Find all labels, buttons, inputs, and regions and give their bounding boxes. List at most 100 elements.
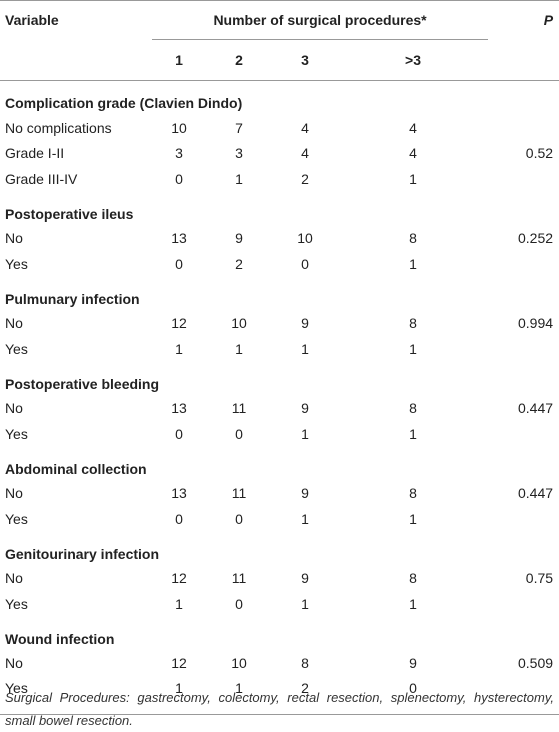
cell-value: 4 — [409, 119, 417, 136]
cell-value: 12 — [171, 655, 187, 672]
section-row: Postoperative ileus — [0, 192, 559, 226]
cell-value: 3 — [175, 145, 183, 162]
row-label: No — [5, 655, 23, 672]
data-row: Grade I-II 3 3 4 4 0.52 — [0, 141, 559, 167]
cell-value: 11 — [231, 400, 247, 417]
row-label: Grade III-IV — [5, 170, 78, 187]
cell-value: 9 — [301, 570, 309, 587]
section-title: Pulmunary infection — [5, 290, 140, 307]
cell-value: 2 — [235, 255, 243, 272]
cell-value: 8 — [409, 315, 417, 332]
section-row: Pulmunary infection — [0, 277, 559, 311]
cell-value: 1 — [409, 595, 417, 612]
results-table: Variable Number of surgical procedures* … — [0, 0, 559, 715]
data-row: Yes 0 2 0 1 — [0, 251, 559, 277]
section-title: Abdominal collection — [5, 460, 147, 477]
table-body: Complication grade (Clavien Dindo) No com… — [0, 81, 559, 715]
cell-value: 1 — [301, 425, 309, 442]
row-label: No — [5, 230, 23, 247]
data-row: Grade III-IV 0 1 2 1 — [0, 166, 559, 192]
row-label: No — [5, 570, 23, 587]
p-header: P — [543, 12, 554, 29]
cell-value: 0 — [175, 255, 183, 272]
row-label: Yes — [0, 676, 152, 715]
section-row: Abdominal collection — [0, 447, 559, 481]
section-row: Genitourinary infection — [0, 532, 559, 566]
cell-value: 8 — [409, 230, 417, 247]
cell-value: 8 — [409, 485, 417, 502]
subcolumn-header: 2 — [235, 52, 243, 68]
cell-value: 0 — [235, 595, 243, 612]
cell-value: 8 — [409, 570, 417, 587]
section-title: Postoperative bleeding — [5, 375, 160, 392]
data-row: Yes 0 0 1 1 — [0, 421, 559, 447]
cell-value: 9 — [235, 230, 243, 247]
cell-value: 11 — [231, 570, 247, 587]
section-title: Genitourinary infection — [5, 545, 160, 562]
cell-value: 1 — [409, 425, 417, 442]
cell-value: 10 — [231, 315, 247, 332]
section-row: Postoperative bleeding — [0, 362, 559, 396]
cell-value: 11 — [231, 485, 247, 502]
cell-value: 0 — [235, 510, 243, 527]
cell-value: 12 — [171, 315, 187, 332]
cell-value: 1 — [235, 170, 243, 187]
cell-value: 1 — [152, 676, 206, 715]
blank — [488, 336, 559, 362]
cell-value: 9 — [301, 485, 309, 502]
data-row: No 13 11 9 8 0.447 — [0, 481, 559, 507]
cell-value: 3 — [235, 145, 243, 162]
cell-value: 1 — [175, 595, 183, 612]
data-row: Yes 1 1 2 0 — [0, 676, 559, 715]
cell-value: 1 — [409, 510, 417, 527]
blank — [488, 251, 559, 277]
cell-value: 7 — [235, 119, 243, 136]
cell-value: 0 — [175, 170, 183, 187]
cell-value: 1 — [301, 510, 309, 527]
cell-value: 2 — [301, 170, 309, 187]
p-value: 0.509 — [518, 655, 554, 672]
subcolumn-header: 3 — [301, 52, 309, 68]
footnote: Surgical Procedures: gastrectomy, colect… — [5, 690, 554, 728]
row-label: Yes — [5, 425, 28, 442]
subcolumn-header: >3 — [405, 52, 421, 68]
row-label: Yes — [5, 510, 28, 527]
blank — [488, 421, 559, 447]
cell-value: 0 — [301, 255, 309, 272]
data-row: Yes 1 0 1 1 — [0, 591, 559, 617]
row-label: No — [5, 315, 23, 332]
header-row: Variable Number of surgical procedures* … — [0, 0, 559, 40]
p-value: 0.252 — [518, 230, 554, 247]
cell-value: 10 — [231, 655, 247, 672]
data-row: No complications 10 7 4 4 — [0, 115, 559, 141]
data-row: No 12 10 9 8 0.994 — [0, 311, 559, 337]
section-title: Complication grade (Clavien Dindo) — [5, 95, 243, 111]
cell-value: 4 — [301, 145, 309, 162]
cell-value: 1 — [409, 255, 417, 272]
cell-value: 13 — [171, 400, 187, 417]
cell-value: 9 — [409, 655, 417, 672]
data-row: Yes 0 0 1 1 — [0, 506, 559, 532]
subcolumn-header: 1 — [175, 52, 183, 68]
section-row: Wound infection — [0, 617, 559, 651]
subheader-row: 1 2 3 >3 — [0, 40, 559, 81]
p-value: 0.52 — [525, 145, 554, 162]
cell-value: 9 — [301, 400, 309, 417]
cell-value: 0 — [175, 425, 183, 442]
cell-value: 0 — [338, 676, 489, 715]
section-title: Postoperative ileus — [5, 205, 134, 222]
cell-value: 4 — [301, 119, 309, 136]
cell-value: 1 — [301, 340, 309, 357]
p-value: 0.994 — [518, 315, 554, 332]
cell-value: 4 — [409, 145, 417, 162]
cell-value: 0 — [235, 425, 243, 442]
variable-header: Variable — [5, 12, 59, 29]
row-label: Yes — [5, 255, 28, 272]
cell-value: 10 — [171, 119, 187, 136]
cell-value: 1 — [235, 340, 243, 357]
section-title: Wound infection — [5, 630, 115, 647]
cell-value: 2 — [272, 676, 338, 715]
blank — [488, 40, 559, 81]
p-value: 0.75 — [525, 570, 554, 587]
